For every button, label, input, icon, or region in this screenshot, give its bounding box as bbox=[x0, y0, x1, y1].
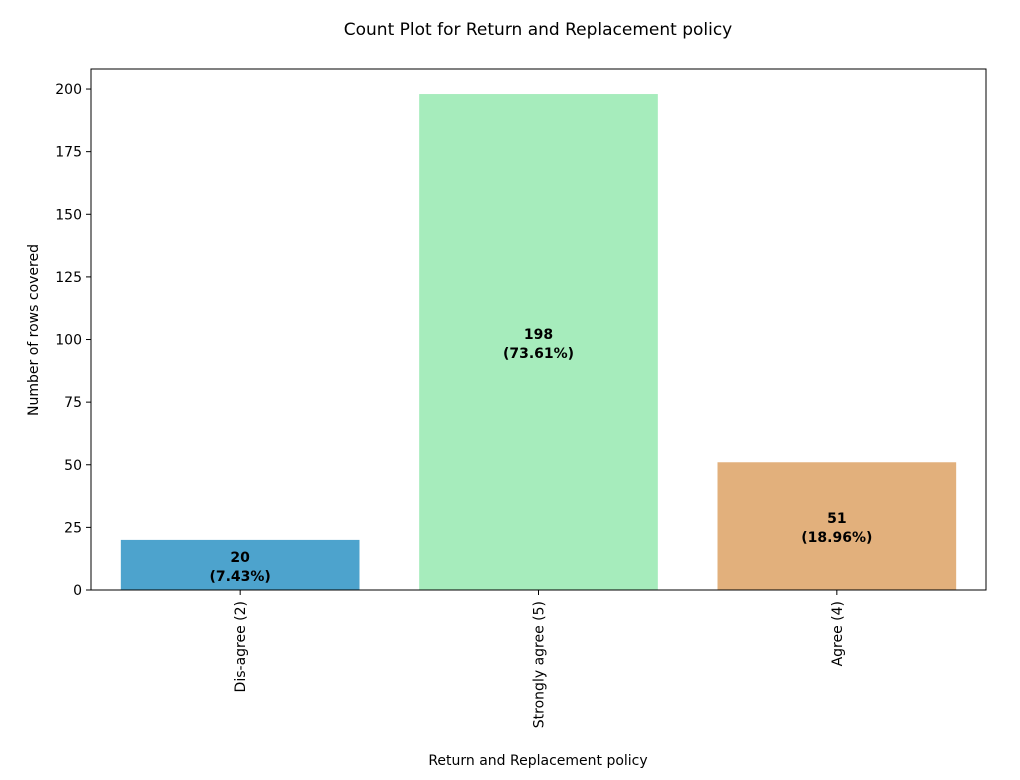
x-axis-ticks: Dis-agree (2) Strongly agree (5) Agree (4) bbox=[233, 590, 846, 728]
y-tick-label: 25 bbox=[64, 520, 82, 536]
y-axis-ticks: 0 25 50 75 100 125 150 175 200 bbox=[55, 82, 91, 599]
y-tick-label: 50 bbox=[64, 458, 82, 474]
plot-frame bbox=[90, 68, 987, 591]
x-tick-label: Dis-agree (2) bbox=[233, 601, 249, 692]
bar-labels: 20 (7.43%) 198 (73.61%) 51 (18.96%) bbox=[209, 327, 872, 585]
bar-percent-label: (18.96%) bbox=[801, 530, 872, 546]
y-tick-label: 200 bbox=[55, 82, 82, 98]
y-tick-label: 100 bbox=[55, 333, 82, 349]
y-tick-label: 175 bbox=[55, 145, 82, 161]
y-tick-label: 0 bbox=[73, 583, 82, 599]
bar bbox=[120, 539, 360, 590]
y-axis-label: Number of rows covered bbox=[26, 244, 42, 416]
bars bbox=[120, 94, 957, 590]
bar bbox=[717, 462, 957, 590]
bar-percent-label: (7.43%) bbox=[209, 569, 270, 585]
y-tick-label: 75 bbox=[64, 395, 82, 411]
bar-value-label: 51 bbox=[827, 511, 846, 527]
chart-title: Count Plot for Return and Replacement po… bbox=[344, 20, 732, 40]
bar-value-label: 198 bbox=[524, 327, 553, 343]
x-tick-label: Strongly agree (5) bbox=[532, 601, 548, 728]
bar-percent-label: (73.61%) bbox=[503, 346, 574, 362]
x-axis-label: Return and Replacement policy bbox=[428, 753, 647, 769]
x-tick-label: Agree (4) bbox=[830, 601, 846, 666]
bar bbox=[419, 94, 658, 590]
y-tick-label: 150 bbox=[55, 207, 82, 223]
y-tick-label: 125 bbox=[55, 270, 82, 286]
bar-value-label: 20 bbox=[230, 550, 250, 566]
